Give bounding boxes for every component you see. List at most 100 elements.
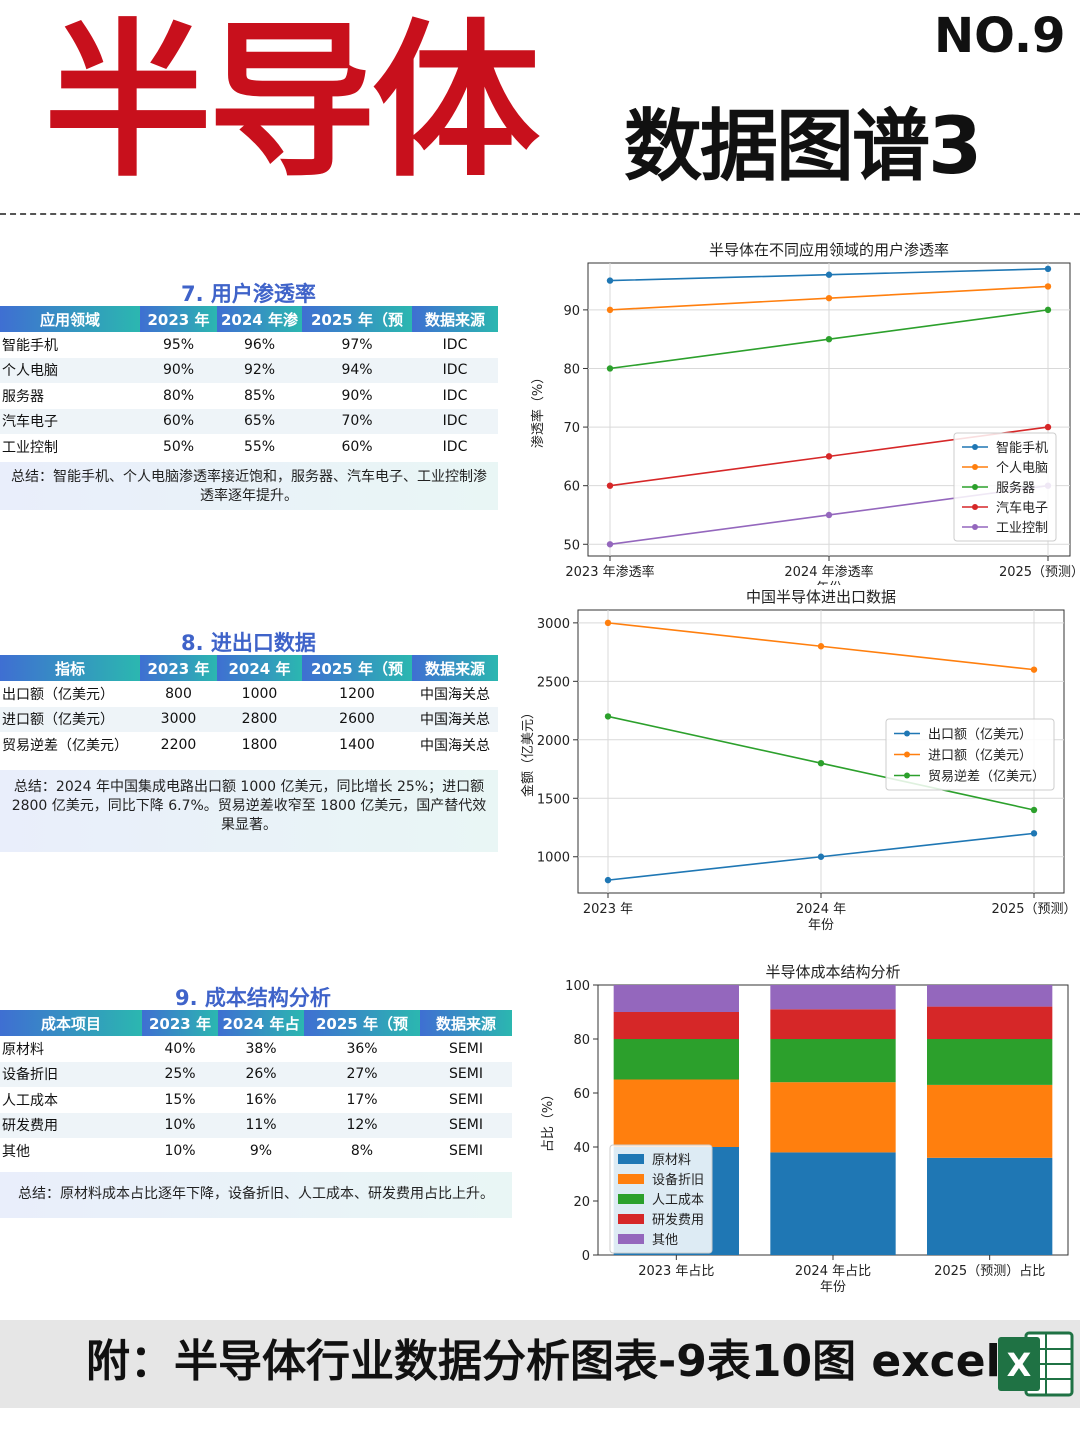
column-header: 数据来源 <box>420 1010 512 1036</box>
table-cell: 个人电脑 <box>0 357 140 383</box>
table-cell: SEMI <box>449 1040 483 1057</box>
table-cell: SEMI <box>449 1142 483 1159</box>
table-cell: 55% <box>243 438 276 455</box>
column-header: 2024 年占 <box>218 1010 304 1036</box>
legend-marker <box>904 751 910 758</box>
legend-label: 服务器 <box>996 480 1035 496</box>
y-axis-label: 金额（亿美元） <box>520 706 536 797</box>
table-row: 其他 10% 9% 8% SEMI <box>0 1138 512 1164</box>
data-point <box>606 365 614 372</box>
data-point <box>825 335 833 343</box>
column-header: 成本项目 <box>0 1010 142 1036</box>
table-row: 出口额（亿美元） 800 1000 1200 中国海关总 <box>0 681 498 707</box>
bar-segment <box>927 1157 1053 1255</box>
table-row: 设备折旧 25% 26% 27% SEMI <box>0 1061 512 1087</box>
y-tick-label: 1000 <box>537 851 570 866</box>
bar-segment <box>927 1039 1053 1085</box>
table-cell: 进口额（亿美元） <box>0 706 140 732</box>
subtitle: 数据图谱3 <box>624 102 982 192</box>
table-row: 原材料 40% 38% 36% SEMI <box>0 1036 512 1062</box>
data-point <box>606 277 614 284</box>
data-point <box>1044 265 1052 273</box>
x-tick-label: 2025（预测）占比 <box>934 1264 1045 1279</box>
table-cell: 50% <box>162 438 195 455</box>
table-cell: 25% <box>142 1061 218 1087</box>
table-cell: 设备折旧 <box>0 1061 142 1087</box>
column-header: 2024 年 <box>217 655 302 681</box>
bar-segment <box>613 985 739 1012</box>
chart-title: 半导体成本结构分析 <box>765 963 900 981</box>
table-cell: IDC <box>442 438 468 455</box>
table-cell: 工业控制 <box>2 439 58 456</box>
table-cell: 40% <box>164 1040 196 1057</box>
table-cell: 中国海关总 <box>420 686 490 703</box>
table-cell: 85% <box>243 387 276 404</box>
table-cell: 90% <box>341 387 373 404</box>
legend-label: 个人电脑 <box>996 461 1048 476</box>
table-cell: SEMI <box>420 1061 512 1087</box>
table-cell: 汽车电子 <box>0 408 140 434</box>
column-header: 2025 年（预 <box>302 655 412 681</box>
legend-box <box>953 432 1057 542</box>
legend-label: 工业控制 <box>996 521 1048 536</box>
data-point <box>604 876 612 884</box>
x-tick-label: 2023 年占比 <box>638 1264 714 1279</box>
data-point <box>1030 806 1038 814</box>
table-cell: 贸易逆差（亿美元） <box>2 737 128 754</box>
legend-label: 研发费用 <box>652 1212 704 1228</box>
table-row: 智能手机 95% 96% 97% IDC <box>0 332 498 358</box>
trade-line-chart: 中国半导体进出口数据 1000 1500 2000 2500 3000 2023 年 2024… <box>520 588 1077 933</box>
table-header-row: 成本项目 2023 年 2024 年占 2025 年（预 数据来源 <box>0 1010 512 1036</box>
legend-label: 原材料 <box>652 1153 691 1168</box>
bar-segment <box>613 1079 739 1147</box>
table-cell: 3000 <box>140 706 217 732</box>
penetration-table: 应用领域 2023 年 2024 年渗 2025 年（预 数据来源 智能手机 95% 96%… <box>0 306 498 460</box>
table-header-row: 应用领域 2023 年 2024 年渗 2025 年（预 数据来源 <box>0 306 498 332</box>
table-cell: 94% <box>302 357 412 383</box>
y-tick-label: 100 <box>565 979 590 994</box>
column-header: 2024 年渗 <box>217 306 302 332</box>
legend-marker <box>972 504 978 510</box>
table-row: 研发费用 10% 11% 12% SEMI <box>0 1112 512 1138</box>
table-cell: 27% <box>304 1061 420 1087</box>
section-title-penetration: 7. 用户渗透率 <box>181 282 316 306</box>
penetration-summary: 总结：智能手机、个人电脑渗透率接近饱和，服务器、汽车电子、工业控制渗透率逐年提升… <box>0 462 498 510</box>
legend-label: 其他 <box>652 1233 678 1248</box>
data-point <box>604 713 612 720</box>
data-point <box>1030 830 1038 837</box>
table-cell: 26% <box>218 1061 304 1087</box>
table-cell: 1200 <box>339 685 375 702</box>
table-row: 进口额（亿美元） 3000 2800 2600 中国海关总 <box>0 706 498 732</box>
data-point <box>825 511 833 519</box>
y-tick-label: 60 <box>573 1087 590 1102</box>
table-cell: 60% <box>341 438 373 455</box>
y-tick-label: 70 <box>563 421 580 436</box>
legend-marker <box>972 444 978 450</box>
column-header: 2025 年（预 <box>304 1010 420 1036</box>
penetration-line-chart: 半导体在不同应用领域的用户渗透率 50 60 70 80 90 2023 年渗透率 2024 … <box>530 241 1080 585</box>
y-tick-label: 40 <box>573 1141 590 1156</box>
legend-label: 出口额（亿美元） <box>928 728 1032 743</box>
table-cell: 2800 <box>217 706 302 732</box>
table-cell: 95% <box>162 336 195 353</box>
legend-swatch <box>618 1214 644 1224</box>
dashed-divider <box>0 213 1080 215</box>
table-cell: 中国海关总 <box>412 706 498 732</box>
table-cell: 服务器 <box>2 388 44 405</box>
y-axis-label: 渗透率（%） <box>530 371 546 448</box>
x-tick-label: 2023 年渗透率 <box>565 564 654 580</box>
table-cell: 2600 <box>302 706 412 732</box>
legend-label: 智能手机 <box>996 441 1048 456</box>
column-header: 指标 <box>0 655 140 681</box>
table-cell: 70% <box>302 408 412 434</box>
legend-marker <box>904 772 910 779</box>
y-tick-label: 80 <box>573 1033 590 1048</box>
excel-letter: X <box>1007 1346 1032 1384</box>
data-point <box>606 306 614 314</box>
table-cell: SEMI <box>449 1091 483 1108</box>
table-cell: 38% <box>245 1040 277 1057</box>
footer-text: 附：半导体行业数据分析图表-9表10图 excel <box>86 1336 1001 1387</box>
table-row: 人工成本 15% 16% 17% SEMI <box>0 1087 512 1113</box>
column-header: 2023 年 <box>142 1010 218 1036</box>
data-point <box>1030 666 1038 673</box>
